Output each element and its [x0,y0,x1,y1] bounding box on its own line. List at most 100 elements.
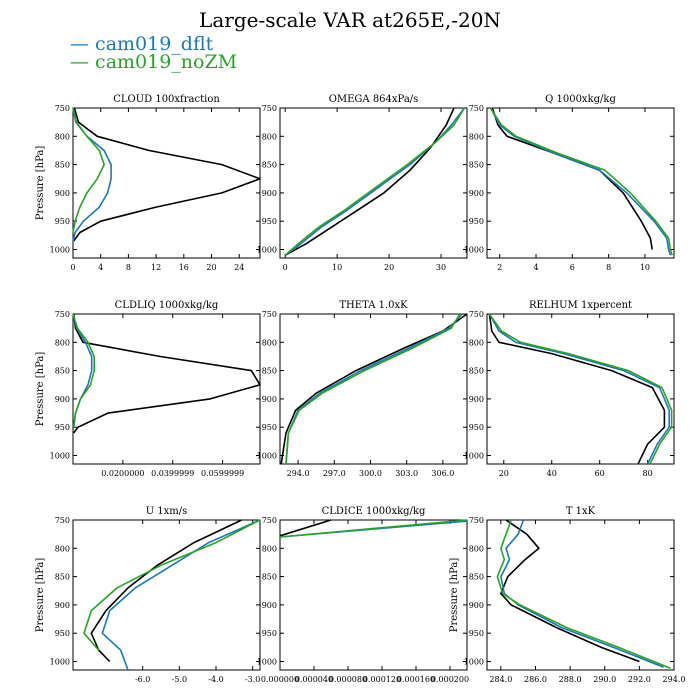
panel-frame [72,313,261,465]
panel-title: CLDLIQ 1000xkg/kg [115,300,219,311]
series-line-2 [285,313,461,465]
x-tick-label: 20 [206,263,216,272]
x-tick-label: -3.0 [245,675,260,684]
x-tick-label: 0 [283,263,288,272]
x-tick-label: 300.0 [359,469,382,478]
panel-7: CLDICE 1000xkg/kg 750 800 850 900 950 1000 0.00… [257,506,469,684]
legend-line-nozm: — [70,51,96,73]
y-tick-label: 1000 [50,246,70,255]
x-tick-label: 297.0 [323,469,346,478]
x-tick-label: 288.0 [559,675,582,684]
y-tick-label: 850 [55,161,70,170]
panel-frame [486,107,675,259]
legend-line-dflt: — [70,33,96,55]
y-tick-label: 900 [55,189,70,198]
series-line-1 [284,107,466,256]
x-tick-label: 284.0 [489,675,512,684]
panel-3: CLDLIQ 1000xkg/kg Pressure [hPa] 750 800 850… [35,300,261,478]
y-tick-label: 750 [262,310,277,319]
y-tick-label: 1000 [50,658,70,667]
legend-label-nozm: cam019_noZM [95,51,238,73]
y-tick-label: 750 [469,310,484,319]
panel-2: Q 1000xkg/kg 750 800 850 900 950 1000 2 4 6 8 10 [464,94,675,272]
x-tick-label: 0.000040 [295,675,333,684]
series-line-2 [279,519,468,538]
series-line-1 [488,313,671,465]
series-line-1 [489,107,672,256]
y-tick-label: 950 [262,217,277,226]
y-tick-label: 850 [262,367,277,376]
x-tick-label: 0.0200000 [101,469,144,478]
y-axis-label: Pressure [hPa] [449,558,460,633]
y-tick-label: 850 [262,573,277,582]
y-tick-label: 850 [469,573,484,582]
y-tick-label: 1000 [464,658,484,667]
x-tick-label: 0.000000 [261,675,299,684]
y-axis-label: Pressure [hPa] [35,352,46,427]
y-tick-label: 750 [262,104,277,113]
x-tick-label: 40 [547,469,557,478]
panel-0: CLOUD 100xfraction Pressure [hPa] 750 800 85… [35,94,261,272]
y-tick-label: 950 [55,217,70,226]
panel-title: OMEGA 864xPa/s [329,94,419,105]
x-tick-label: 80 [643,469,653,478]
series-line-0 [73,107,261,242]
y-tick-label: 950 [262,423,277,432]
series-line-2 [488,313,673,465]
y-tick-label: 900 [262,189,277,198]
y-tick-label: 750 [262,516,277,525]
x-tick-label: 0 [70,263,75,272]
series-line-1 [101,519,261,671]
y-tick-label: 950 [469,423,484,432]
panel-frame [72,519,261,671]
y-tick-label: 900 [469,395,484,404]
y-tick-label: 850 [469,367,484,376]
y-tick-label: 800 [262,544,277,553]
x-tick-label: 20 [499,469,509,478]
x-tick-label: 6 [570,263,575,272]
y-tick-label: 800 [469,544,484,553]
x-tick-label: -6.0 [135,675,150,684]
panel-8: T 1xK Pressure [hPa] 750 800 850 900 950 1000 28… [449,506,685,684]
legend-label-dflt: cam019_dflt [95,33,214,55]
panel-frame [279,519,468,671]
x-tick-label: 0.0599999 [201,469,244,478]
series-line-2 [72,313,95,428]
panel-frame [279,313,468,465]
x-tick-label: 0.000200 [431,675,469,684]
y-tick-label: 950 [262,629,277,638]
series-line-2 [83,519,261,651]
panel-title: THETA 1.0xK [339,300,408,311]
y-tick-label: 1000 [257,658,277,667]
x-tick-label: 10 [332,263,342,272]
y-tick-label: 750 [55,310,70,319]
x-tick-label: 60 [595,469,605,478]
y-tick-label: 900 [469,189,484,198]
y-tick-label: 900 [55,395,70,404]
y-tick-label: 800 [469,132,484,141]
y-tick-label: 1000 [464,452,484,461]
x-tick-label: 0.000120 [363,675,401,684]
x-tick-label: 0.000080 [329,675,367,684]
series-line-1 [72,107,112,242]
series-line-0 [500,519,640,663]
x-tick-label: -5.0 [172,675,187,684]
series-line-2 [496,519,671,670]
x-tick-label: 292.0 [628,675,651,684]
series-line-0 [280,313,468,465]
y-tick-label: 800 [55,132,70,141]
series-line-0 [72,313,261,434]
series-line-0 [284,107,455,256]
series-line-0 [491,107,653,250]
y-axis-label: Pressure [hPa] [35,146,46,221]
x-tick-label: 4 [533,263,538,272]
series-line-2 [284,107,466,256]
panel-1: OMEGA 864xPa/s 750 800 850 900 950 1000 0 10 20 30 [257,94,468,272]
x-tick-label: 24 [234,263,244,272]
y-tick-label: 750 [55,516,70,525]
legend-entry-dflt: — cam019_dflt [70,33,213,55]
y-tick-label: 950 [55,629,70,638]
y-tick-label: 900 [55,601,70,610]
x-tick-label: 16 [179,263,189,272]
y-tick-label: 900 [469,601,484,610]
